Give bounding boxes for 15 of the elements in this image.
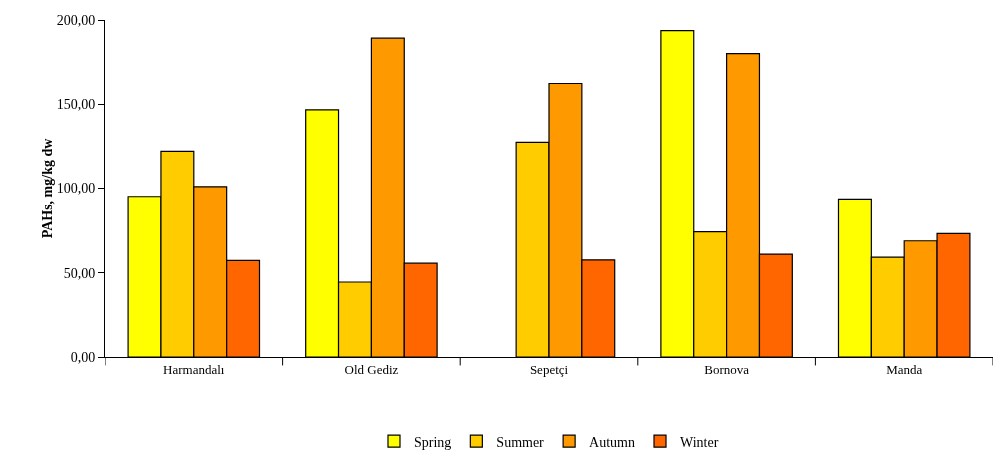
legend-label: Summer — [496, 434, 545, 450]
legend-label: Autumn — [589, 434, 636, 450]
x-tick-label: Sepetçi — [529, 361, 569, 377]
x-tick-label: Harmandalı — [163, 361, 225, 377]
x-tick-label: Old Gediz — [344, 361, 399, 377]
y-tick-label: 50,00 — [63, 265, 96, 281]
x-tick-label: Bornova — [704, 361, 750, 377]
y-axis-title: PAHs, mg/kg dw — [39, 137, 55, 239]
y-tick-label: 0,00 — [70, 349, 96, 365]
x-tick-label: Manda — [886, 361, 923, 377]
legend-label: Spring — [414, 434, 452, 450]
y-tick-label: 150,00 — [56, 97, 96, 113]
legend-label: Winter — [680, 434, 719, 450]
y-tick-label: 100,00 — [56, 181, 96, 197]
y-tick-label: 200,00 — [56, 12, 96, 28]
